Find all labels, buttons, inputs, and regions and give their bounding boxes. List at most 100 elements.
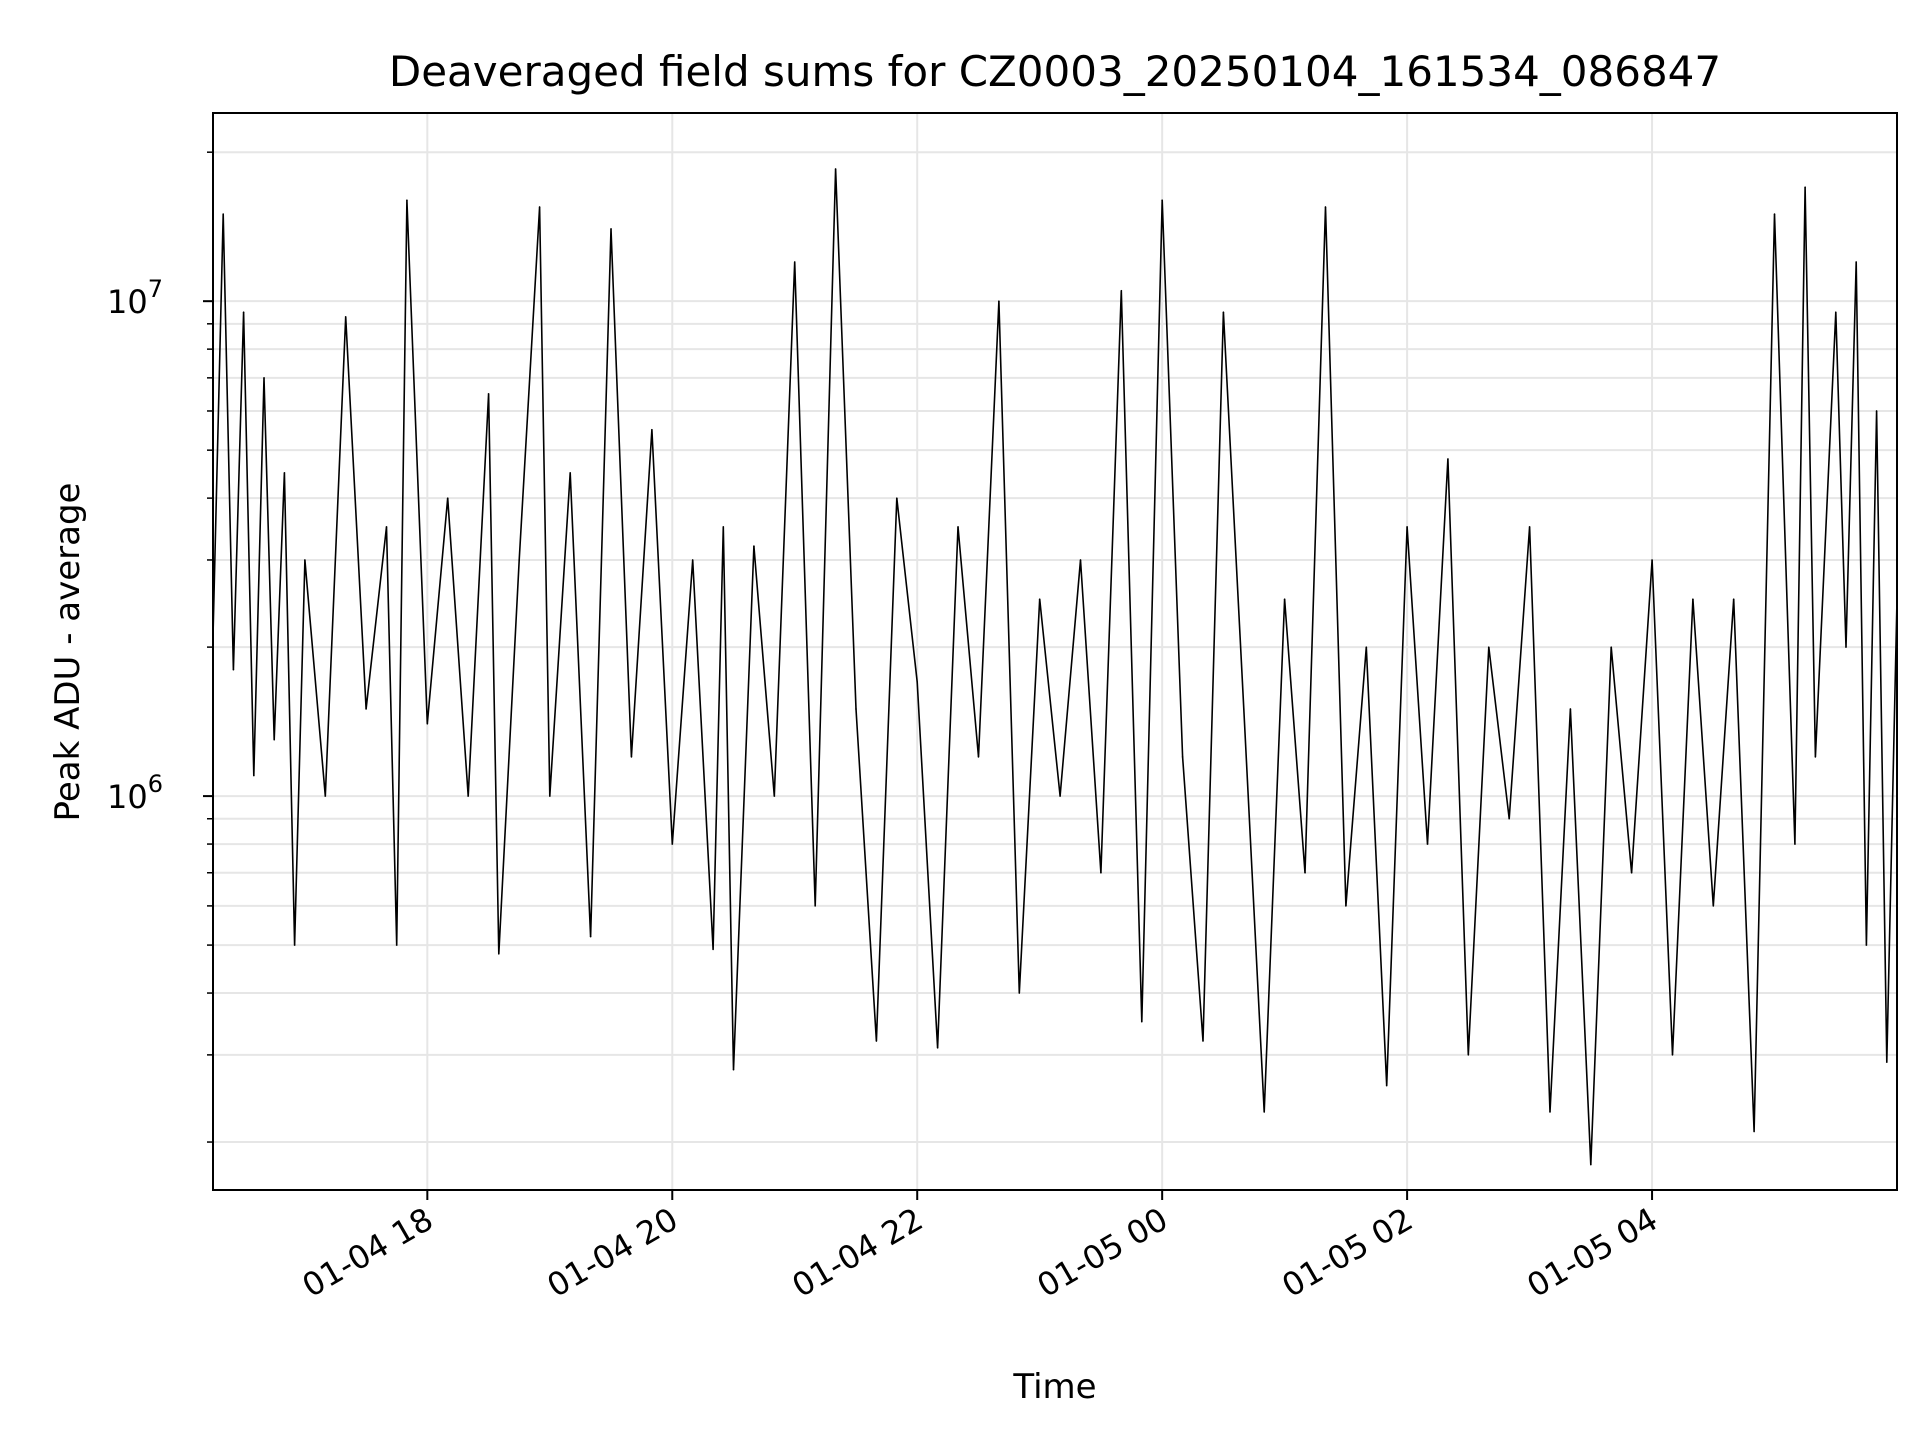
data-point <box>1406 526 1408 528</box>
data-point <box>1161 199 1163 201</box>
data-point <box>855 708 857 710</box>
data-point <box>1773 213 1776 215</box>
data-point <box>916 681 919 683</box>
data-point <box>1426 843 1429 845</box>
data-point <box>977 756 980 758</box>
data-point <box>896 497 898 499</box>
data-point <box>293 944 296 946</box>
data-point <box>263 377 265 379</box>
y-tick-exponent: 7 <box>148 275 163 303</box>
data-point <box>1671 1054 1674 1056</box>
plot-frame <box>212 112 1898 1191</box>
data-point <box>487 392 490 395</box>
data-point <box>1079 559 1082 561</box>
data-point <box>1059 795 1061 797</box>
data-point <box>1324 206 1327 208</box>
data-point <box>518 559 520 561</box>
data-point <box>1875 410 1878 412</box>
data-point <box>273 738 276 741</box>
data-point <box>712 948 714 951</box>
data-point <box>253 774 255 777</box>
y-axis-label: Peak ADU - average <box>48 483 88 822</box>
data-point <box>773 795 776 797</box>
data-point <box>467 795 469 797</box>
data-point <box>589 935 592 938</box>
data-point <box>395 944 398 946</box>
data-point <box>957 526 959 528</box>
data-point <box>242 311 245 314</box>
data-point <box>1263 1111 1266 1113</box>
data-point <box>1804 186 1806 188</box>
data-point <box>1140 1020 1143 1023</box>
data-point <box>344 315 347 318</box>
data-point <box>1855 261 1857 263</box>
data-point <box>1834 311 1837 314</box>
data-point <box>1120 289 1123 292</box>
data-point <box>1385 1084 1388 1087</box>
data-point <box>1304 871 1306 874</box>
data-point <box>691 559 694 561</box>
data-point <box>283 472 286 474</box>
data-point <box>1528 526 1531 528</box>
data-point <box>1630 871 1633 874</box>
data-point <box>549 795 551 797</box>
data-point <box>1845 646 1847 648</box>
data-point <box>222 213 225 215</box>
data-point <box>1222 311 1225 314</box>
data-point <box>1100 871 1102 874</box>
data-point <box>538 206 541 208</box>
data-point <box>1865 944 1868 946</box>
data-point <box>385 526 388 528</box>
y-tick-label: 107 <box>107 275 163 321</box>
chart-title: Deaveraged field sums for CZ0003_2025010… <box>389 47 1721 96</box>
data-point <box>324 795 327 797</box>
y-tick-exponent: 6 <box>148 770 163 798</box>
data-point <box>1590 1163 1592 1166</box>
data-point <box>1692 598 1694 600</box>
data-point <box>1549 1111 1551 1113</box>
data-point <box>1569 708 1572 710</box>
data-point <box>1467 1054 1470 1056</box>
data-point <box>875 1040 878 1042</box>
data-point <box>365 708 367 710</box>
data-point <box>426 722 429 725</box>
data-point <box>1447 458 1449 460</box>
data-point <box>834 168 837 170</box>
data-point <box>1732 598 1735 600</box>
data-point <box>1753 1130 1755 1133</box>
data-point <box>610 228 612 230</box>
data-point <box>722 526 725 528</box>
data-point <box>1610 646 1613 648</box>
data-point <box>446 497 449 499</box>
grid-lines <box>213 113 1897 1190</box>
data-layer <box>212 168 1898 1166</box>
data-point <box>1814 756 1817 758</box>
data-point <box>1202 1040 1204 1042</box>
data-point <box>732 1068 735 1071</box>
data-point <box>651 428 653 431</box>
data-point <box>1181 756 1184 758</box>
data-point <box>753 545 755 547</box>
data-point <box>814 905 816 907</box>
data-point <box>1794 843 1796 845</box>
data-point <box>936 1047 939 1049</box>
data-point <box>1283 598 1286 600</box>
data-point <box>1651 559 1653 561</box>
data-point <box>1508 817 1510 820</box>
data-point <box>569 472 572 474</box>
data-point <box>793 261 796 263</box>
data-point <box>1885 1061 1888 1063</box>
x-axis-label: Time <box>1012 1367 1096 1407</box>
data-point <box>1712 905 1715 907</box>
data-point <box>1243 708 1245 710</box>
data-point <box>304 559 306 561</box>
data-point <box>998 300 1000 302</box>
data-point <box>406 199 408 201</box>
data-point <box>1038 598 1041 600</box>
data-point <box>1018 992 1021 994</box>
y-tick-label: 106 <box>107 770 163 816</box>
data-point <box>1345 905 1347 907</box>
